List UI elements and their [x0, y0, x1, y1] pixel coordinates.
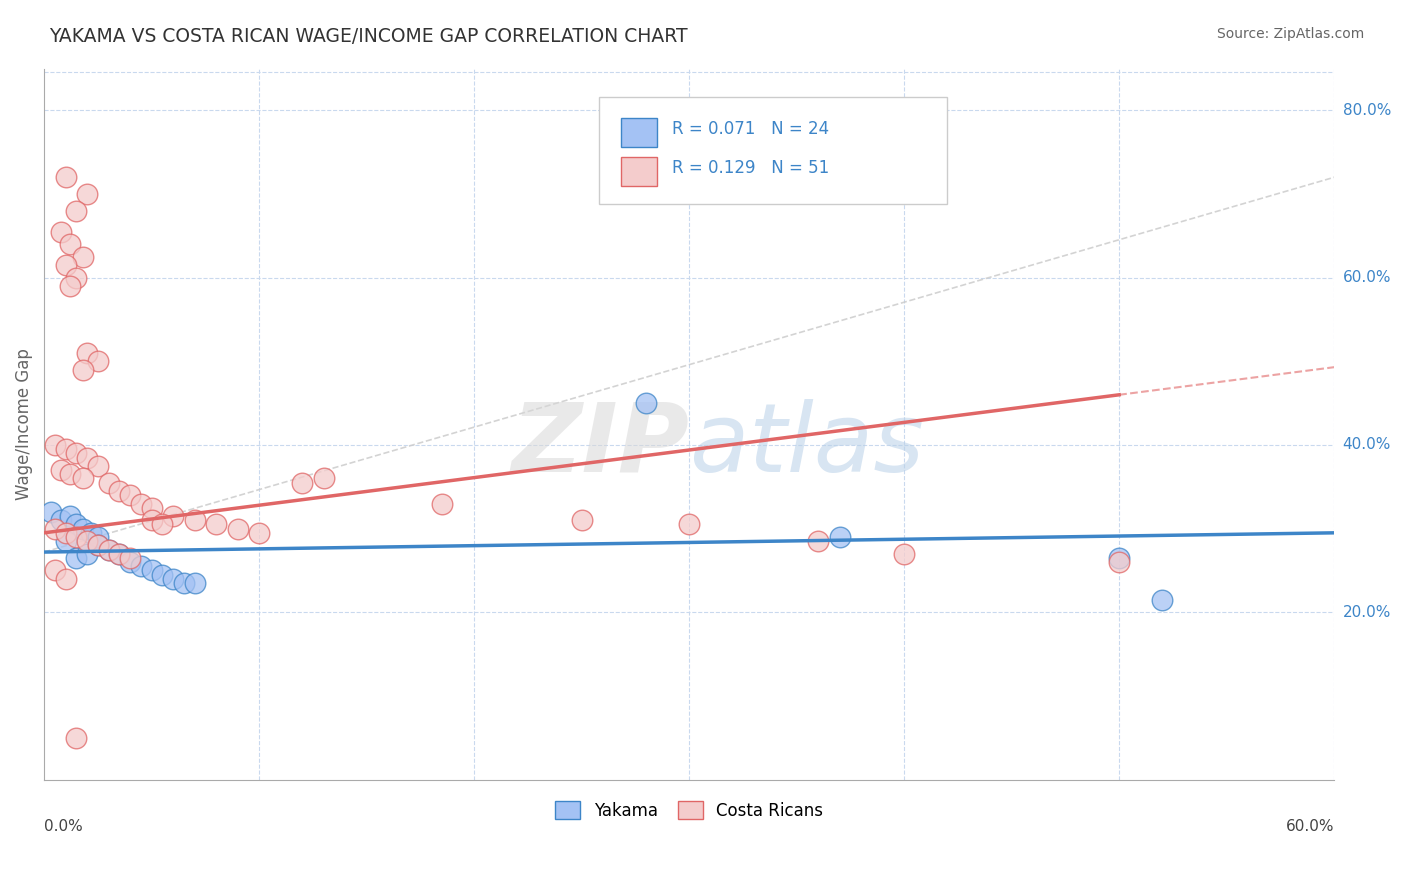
Point [87, 538, 110, 552]
Point [51, 513, 73, 527]
Text: 20.0%: 20.0% [1343, 605, 1391, 620]
Point [291, 475, 314, 490]
Point [59, 237, 82, 252]
Point [55, 572, 77, 586]
Text: atlas: atlas [689, 399, 924, 491]
Point [76, 534, 98, 549]
Point [430, 497, 453, 511]
Point [76, 547, 98, 561]
Point [678, 517, 700, 532]
Text: R = 0.129   N = 51: R = 0.129 N = 51 [672, 159, 830, 178]
Point [65, 446, 87, 460]
Point [55, 170, 77, 185]
Point [141, 513, 163, 527]
Point [108, 547, 131, 561]
Point [150, 517, 173, 532]
Point [55, 525, 77, 540]
Point [1152, 592, 1174, 607]
Point [807, 534, 830, 549]
Point [44, 564, 66, 578]
Point [55, 534, 77, 549]
Point [65, 530, 87, 544]
Point [97, 542, 120, 557]
Point [65, 270, 87, 285]
Point [1108, 550, 1130, 565]
Point [312, 471, 335, 485]
FancyBboxPatch shape [599, 97, 948, 203]
Point [108, 547, 131, 561]
Point [97, 475, 120, 490]
Point [162, 509, 184, 524]
Point [65, 550, 87, 565]
Point [76, 186, 98, 201]
Point [59, 509, 82, 524]
Point [97, 542, 120, 557]
Point [120, 550, 142, 565]
Text: Source: ZipAtlas.com: Source: ZipAtlas.com [1216, 27, 1364, 41]
Point [108, 483, 131, 498]
Text: 40.0%: 40.0% [1343, 437, 1391, 452]
Point [59, 279, 82, 293]
Point [76, 346, 98, 360]
Text: YAKAMA VS COSTA RICAN WAGE/INCOME GAP CORRELATION CHART: YAKAMA VS COSTA RICAN WAGE/INCOME GAP CO… [49, 27, 688, 45]
Text: ZIP: ZIP [512, 399, 689, 491]
Point [893, 547, 915, 561]
Point [120, 555, 142, 569]
Point [183, 513, 205, 527]
Point [247, 525, 270, 540]
Point [55, 442, 77, 457]
Point [72, 522, 94, 536]
Point [183, 576, 205, 591]
Point [65, 203, 87, 218]
Point [87, 458, 110, 473]
Text: 0.0%: 0.0% [44, 819, 83, 834]
Point [65, 731, 87, 745]
Point [51, 463, 73, 477]
Point [55, 258, 77, 272]
Point [65, 517, 87, 532]
Point [72, 362, 94, 376]
Point [129, 497, 152, 511]
Point [44, 522, 66, 536]
Point [76, 450, 98, 465]
Point [1108, 555, 1130, 569]
Point [141, 564, 163, 578]
Point [571, 513, 593, 527]
Point [173, 576, 195, 591]
Text: 60.0%: 60.0% [1285, 819, 1334, 834]
Point [226, 522, 249, 536]
Point [636, 396, 658, 410]
Legend: Yakama, Costa Ricans: Yakama, Costa Ricans [550, 797, 828, 824]
Point [205, 517, 228, 532]
Text: 60.0%: 60.0% [1343, 270, 1391, 285]
Point [72, 250, 94, 264]
Point [129, 559, 152, 574]
Point [87, 538, 110, 552]
Point [44, 438, 66, 452]
Point [51, 225, 73, 239]
Y-axis label: Wage/Income Gap: Wage/Income Gap [15, 348, 32, 500]
Point [87, 530, 110, 544]
Point [141, 500, 163, 515]
Point [150, 567, 173, 582]
Point [59, 467, 82, 482]
Point [120, 488, 142, 502]
Point [87, 354, 110, 368]
Point [162, 572, 184, 586]
Point [80, 525, 103, 540]
Point [72, 471, 94, 485]
FancyBboxPatch shape [621, 157, 657, 186]
Point [39, 505, 62, 519]
Text: R = 0.071   N = 24: R = 0.071 N = 24 [672, 120, 830, 138]
Text: 80.0%: 80.0% [1343, 103, 1391, 118]
Point [828, 530, 851, 544]
FancyBboxPatch shape [621, 119, 657, 147]
